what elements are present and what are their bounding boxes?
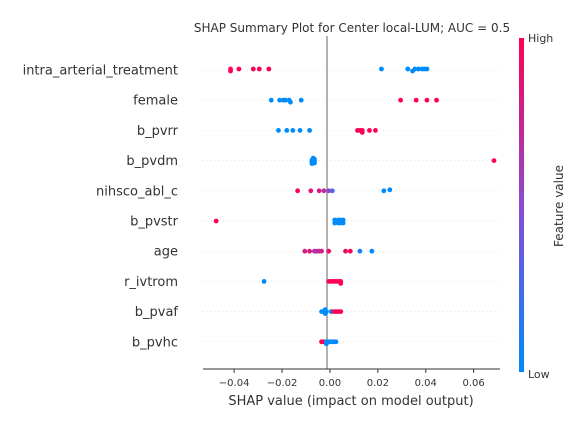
x-tick-label: 0.02 — [367, 378, 389, 389]
shap-point — [359, 130, 365, 135]
shap-point — [416, 66, 421, 72]
shap-point — [424, 97, 430, 103]
shap-point — [405, 66, 411, 72]
shap-point — [308, 188, 314, 194]
shap-point — [491, 158, 497, 164]
shap-point — [298, 97, 304, 103]
feature-label: b_pvhc — [132, 335, 178, 350]
shap-point — [326, 248, 332, 254]
shap-point — [283, 97, 289, 103]
shap-point — [373, 127, 378, 133]
feature-label: b_pvaf — [135, 305, 179, 320]
x-axis-ticks: −0.04 −0.02 0.00 0.02 0.04 0.06 — [219, 369, 485, 389]
shap-point — [302, 248, 308, 254]
shap-point — [387, 187, 393, 193]
feature-label: nihsco_abl_c — [96, 184, 178, 199]
shap-point — [276, 127, 281, 133]
feature-label: b_pvstr — [130, 215, 179, 230]
shap-point — [256, 66, 262, 72]
shap-point — [310, 155, 316, 161]
shap-point — [367, 127, 372, 133]
shap-point — [434, 97, 439, 103]
shap-points — [213, 66, 497, 347]
colorbar-high-label: High — [528, 32, 553, 45]
feature-label: female — [133, 94, 178, 109]
x-tick-label: 0.04 — [415, 378, 437, 389]
shap-point — [268, 97, 274, 103]
shap-point — [381, 188, 387, 194]
shap-point — [424, 66, 430, 72]
shap-point — [357, 248, 363, 254]
shap-point — [333, 339, 339, 345]
feature-label: b_pvrr — [137, 124, 179, 139]
colorbar-low-label: Low — [528, 368, 550, 381]
shap-point — [250, 66, 256, 72]
x-tick-label: −0.04 — [219, 378, 250, 389]
colorbar-title: Feature value — [552, 165, 566, 247]
feature-label: age — [154, 245, 178, 260]
shap-point — [228, 66, 233, 72]
shap-point — [288, 99, 293, 105]
chart-title: SHAP Summary Plot for Center local-LUM; … — [194, 21, 510, 35]
shap-point — [347, 248, 353, 254]
x-tick-label: −0.02 — [267, 378, 298, 389]
shap-point — [266, 66, 272, 72]
shap-point — [322, 311, 328, 316]
shap-point — [297, 127, 303, 133]
shap-point — [307, 248, 312, 254]
feature-label: intra_arterial_treatment — [23, 64, 178, 79]
feature-row-lines — [203, 69, 500, 343]
shap-point — [261, 279, 267, 284]
shap-point — [277, 97, 283, 103]
shap-point — [340, 217, 346, 223]
shap-point — [338, 281, 344, 286]
shap-point — [332, 217, 338, 223]
shap-point — [410, 68, 415, 74]
shap-point — [369, 248, 375, 254]
x-tick-label: 0.00 — [319, 378, 341, 389]
x-axis-label: SHAP value (impact on model output) — [228, 394, 473, 409]
shap-point — [236, 66, 242, 72]
shap-point — [398, 97, 404, 103]
shap-point — [329, 188, 335, 194]
colorbar — [519, 38, 524, 372]
shap-point — [343, 248, 348, 254]
shap-point — [284, 127, 290, 133]
shap-point — [322, 307, 328, 312]
feature-label: r_ivtrom — [124, 275, 178, 290]
feature-label: b_pvdm — [126, 154, 178, 169]
x-tick-label: 0.06 — [463, 378, 485, 389]
shap-point — [213, 218, 219, 224]
shap-point — [290, 127, 296, 133]
shap-point — [319, 248, 324, 254]
shap-point — [413, 97, 419, 103]
shap-point — [326, 188, 332, 194]
shap-point — [295, 188, 301, 194]
shap-point — [379, 66, 384, 72]
shap-point — [316, 188, 322, 194]
shap-point — [338, 309, 344, 314]
shap-point — [307, 127, 312, 133]
shap-point — [321, 188, 327, 194]
